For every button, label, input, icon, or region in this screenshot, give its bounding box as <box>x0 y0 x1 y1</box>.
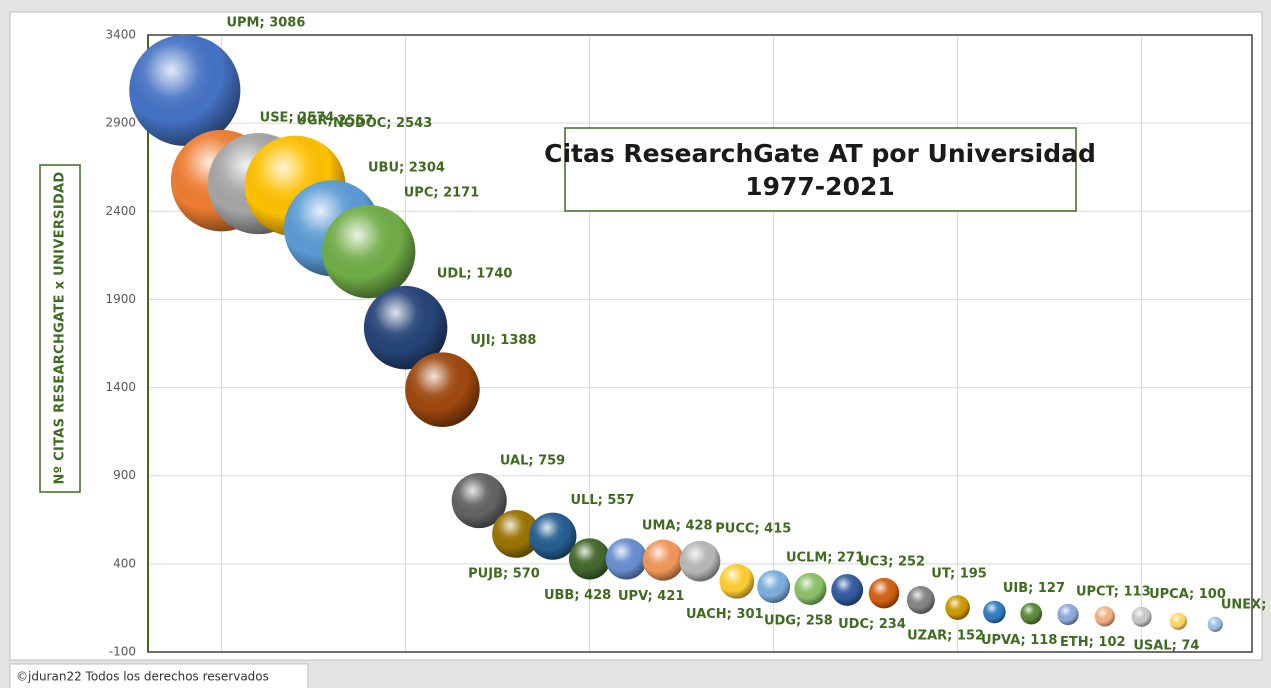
bubble <box>1131 606 1152 627</box>
y-axis-label: Nº CITAS RESEARCHGATE x UNIVERSIDAD <box>53 171 68 484</box>
data-label: UIB; 127 <box>1003 581 1065 596</box>
data-label: PUJB; 570 <box>468 566 540 581</box>
bubble-group <box>529 512 577 560</box>
bubble <box>1207 616 1223 632</box>
data-label: UDC; 234 <box>838 617 906 632</box>
bubble-group <box>1020 602 1043 625</box>
title-box <box>564 127 1077 212</box>
bubble-group <box>1094 606 1115 627</box>
data-label: PUCC; 415 <box>715 521 791 536</box>
data-label: UZAR; 152 <box>907 628 984 643</box>
y-tick-label: 2900 <box>105 116 136 130</box>
bubble-group <box>1169 612 1188 630</box>
footer: ©jduran22 Todos los derechos reservados <box>16 670 269 684</box>
bubble <box>906 586 935 614</box>
bubble <box>1094 606 1115 627</box>
bubble <box>868 577 900 609</box>
data-label: UPV; 421 <box>618 589 684 604</box>
y-tick-label: 3400 <box>105 28 136 42</box>
bubble-group <box>719 563 755 599</box>
bubble <box>405 352 480 427</box>
data-label: UNEX; 57 <box>1221 597 1271 612</box>
bubble <box>757 570 791 604</box>
data-label: ETH; 102 <box>1060 635 1126 650</box>
data-label: USE; 2574 <box>260 110 335 125</box>
bubble-group <box>405 352 480 427</box>
data-label: UGR; 2557 <box>296 114 373 129</box>
data-label: UPM; 3086 <box>226 15 305 30</box>
data-label: UPCA; 100 <box>1149 587 1226 602</box>
data-label: ULL; 557 <box>571 493 635 508</box>
bubble <box>945 595 970 620</box>
bubble-group <box>906 586 935 614</box>
bubble-group <box>983 600 1006 624</box>
bubble <box>1057 603 1079 626</box>
bubble-group <box>605 538 648 580</box>
bubble <box>719 563 755 599</box>
data-label: UDG; 258 <box>764 613 833 628</box>
bubble-group <box>679 540 721 582</box>
chart-subtitle: 1977-2021 <box>745 172 895 201</box>
y-tick-label: -100 <box>109 645 136 659</box>
data-label: UT; 195 <box>931 567 987 582</box>
bubble-group <box>642 539 684 581</box>
bubble <box>568 538 611 580</box>
chart-title: Citas ResearchGate AT por Universidad <box>544 139 1096 168</box>
data-label: UC3; 252 <box>859 555 925 570</box>
bubble <box>794 572 827 605</box>
bubble-group <box>1057 603 1079 626</box>
bubble <box>1169 612 1188 630</box>
bubble <box>679 540 721 582</box>
bubble-group <box>831 574 864 606</box>
bubble <box>605 538 648 580</box>
bubble-group <box>568 538 611 580</box>
bubble-group <box>757 570 791 604</box>
bubble <box>529 512 577 560</box>
data-label: UBU; 2304 <box>368 161 445 176</box>
y-tick-label: 1900 <box>105 292 136 306</box>
data-label: UPC; 2171 <box>404 186 480 201</box>
bubble <box>129 34 241 146</box>
y-tick-label: 1400 <box>105 380 136 394</box>
bubble <box>1020 602 1043 625</box>
data-label: USAL; 74 <box>1133 638 1199 653</box>
bubble <box>642 539 684 581</box>
bubble <box>322 205 416 299</box>
data-label: UBB; 428 <box>544 588 611 603</box>
bubble-group <box>868 577 900 609</box>
bubble <box>983 600 1006 624</box>
y-axis-label-box <box>39 164 81 493</box>
bubble <box>831 574 864 606</box>
data-label: UMA; 428 <box>642 519 713 534</box>
data-label: UACH; 301 <box>686 607 764 622</box>
bubble-group <box>794 572 827 605</box>
bubble-group <box>129 34 241 146</box>
data-label: UPCT; 113 <box>1076 584 1151 599</box>
data-label: UAL; 759 <box>500 454 565 469</box>
bubble-group <box>1131 606 1152 627</box>
data-label: UCLM; 271 <box>786 551 864 566</box>
bubble-group <box>1207 616 1223 632</box>
bubble-group <box>945 595 970 620</box>
data-label: UPVA; 118 <box>981 633 1057 648</box>
data-label: NODOC; 2543 <box>333 116 432 131</box>
y-tick-label: 400 <box>113 556 136 570</box>
bubble-group <box>322 205 416 299</box>
y-tick-label: 900 <box>113 468 136 482</box>
y-ticks: -100 400 900 1400 1900 2400 2900 3400 <box>105 28 136 659</box>
data-label: UDL; 1740 <box>437 266 513 281</box>
footer-box <box>9 663 309 688</box>
data-label: UJI; 1388 <box>470 333 536 348</box>
y-tick-label: 2400 <box>105 204 136 218</box>
